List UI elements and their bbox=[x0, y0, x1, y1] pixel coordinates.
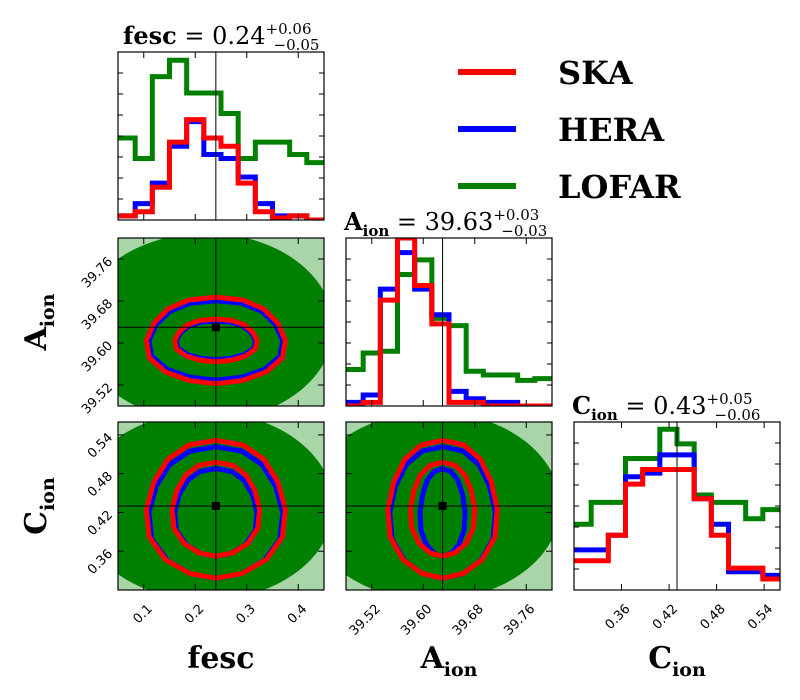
joint-panel-2-0 bbox=[117, 421, 325, 591]
hist-ska bbox=[118, 117, 324, 220]
lofar-2sigma-region bbox=[496, 422, 552, 450]
x-tick-label: 39.68 bbox=[450, 602, 487, 639]
y-tick-label: 39.60 bbox=[79, 338, 116, 375]
x-tick-label: 39.76 bbox=[501, 602, 538, 639]
x-tick-label: 0.1 bbox=[131, 602, 156, 627]
x-tick-label: 0.48 bbox=[698, 602, 729, 633]
y-tick-label: 0.48 bbox=[85, 469, 116, 500]
joint-panel-1-0 bbox=[117, 237, 325, 407]
panel-frame bbox=[117, 421, 325, 591]
ska-contour bbox=[143, 437, 288, 581]
marginal-panel-fesc: fesc = 0.24+0.06 −0.05 bbox=[117, 20, 325, 221]
marginal-panel-Aion: Aion = 39.63+0.03 −0.03 bbox=[343, 206, 553, 407]
ska-contour bbox=[172, 316, 260, 365]
panel-frame bbox=[117, 237, 325, 407]
truth-marker bbox=[211, 323, 220, 332]
x-tick-label: 39.52 bbox=[347, 602, 384, 639]
x-tick-label: 0.2 bbox=[182, 602, 207, 627]
legend-label-lofar: LOFAR bbox=[558, 168, 681, 206]
hist-ska bbox=[346, 238, 552, 406]
y-tick-label: 39.68 bbox=[79, 296, 116, 333]
x-tick-label: 39.60 bbox=[398, 602, 435, 639]
y-tick-label: 39.52 bbox=[79, 380, 116, 417]
marginal-panel-Cion: Cion = 0.43+0.05 −0.06 bbox=[572, 390, 781, 591]
x-axis-label: Cion bbox=[648, 641, 706, 681]
x-axis-label: fesc bbox=[187, 641, 254, 676]
marginal-title: Aion = 39.63+0.03 −0.03 bbox=[343, 206, 547, 240]
ska-contour bbox=[407, 459, 478, 559]
truth-marker bbox=[438, 502, 447, 510]
joint-panel-2-1 bbox=[345, 421, 553, 591]
legend-label-hera: HERA bbox=[558, 111, 665, 149]
ska-contour bbox=[385, 437, 500, 581]
hist-lofar bbox=[118, 57, 324, 166]
y-axis-label: Cion bbox=[19, 477, 59, 535]
y-tick-label: 0.54 bbox=[85, 430, 116, 461]
truth-marker bbox=[211, 502, 220, 510]
x-tick-label: 0.4 bbox=[285, 602, 310, 627]
hera-contour bbox=[417, 466, 468, 559]
marginal-title: fesc = 0.24+0.06 −0.05 bbox=[123, 20, 319, 54]
marginal-title: Cion = 0.43+0.05 −0.06 bbox=[572, 390, 760, 424]
panel-frame bbox=[345, 421, 553, 591]
ska-contour bbox=[169, 459, 263, 559]
x-axis-label: Aion bbox=[420, 641, 478, 681]
y-tick-label: 0.36 bbox=[85, 547, 116, 578]
y-tick-label: 39.76 bbox=[79, 254, 116, 291]
ska-contour bbox=[143, 294, 288, 387]
hist-ska bbox=[574, 466, 780, 582]
y-axis-label: Aion bbox=[19, 293, 59, 351]
x-tick-label: 0.54 bbox=[745, 602, 776, 633]
x-tick-label: 0.42 bbox=[650, 602, 681, 633]
x-tick-label: 0.36 bbox=[602, 602, 633, 633]
legend-label-ska: SKA bbox=[558, 54, 634, 92]
x-tick-label: 0.3 bbox=[234, 602, 259, 627]
y-tick-label: 0.42 bbox=[85, 508, 116, 539]
